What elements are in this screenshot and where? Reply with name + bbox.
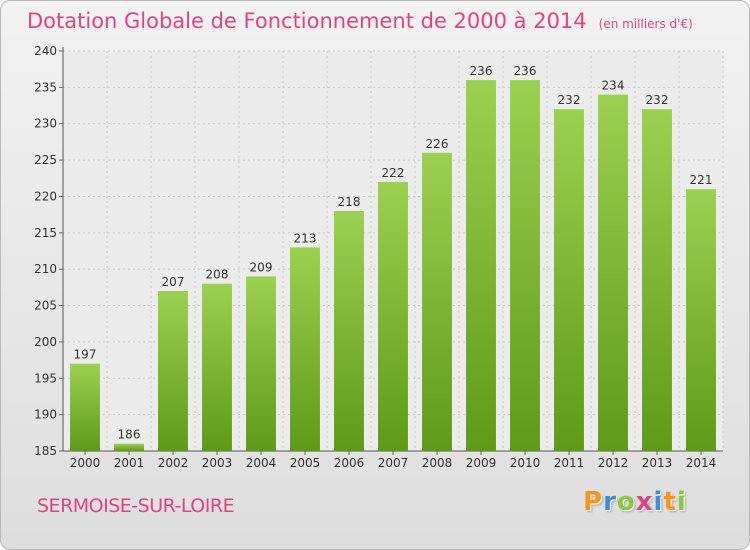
data-label: 218	[338, 195, 361, 209]
bar	[334, 211, 364, 451]
y-tick-label: 240	[34, 44, 57, 58]
data-label: 226	[426, 137, 449, 151]
y-tick-label: 230	[34, 117, 57, 131]
bar	[158, 291, 188, 451]
x-tick-label: 2004	[246, 456, 277, 470]
bar	[466, 80, 496, 451]
bar	[642, 109, 672, 451]
data-label: 236	[470, 64, 493, 78]
data-label: 222	[382, 166, 405, 180]
x-tick-label: 2013	[642, 456, 673, 470]
logo-letter: i	[676, 487, 687, 517]
bar	[202, 283, 232, 451]
x-tick-label: 2006	[334, 456, 365, 470]
data-label: 207	[162, 275, 185, 289]
x-tick-label: 2009	[466, 456, 497, 470]
y-tick-label: 235	[34, 80, 57, 94]
bar	[554, 109, 584, 451]
x-tick-label: 2012	[598, 456, 629, 470]
data-label: 209	[250, 260, 273, 274]
bar	[290, 247, 320, 451]
bar	[114, 443, 144, 451]
data-label: 213	[294, 231, 317, 245]
data-label: 232	[646, 93, 669, 107]
y-tick-label: 200	[34, 335, 57, 349]
y-tick-label: 205	[34, 299, 57, 313]
data-label: 221	[690, 173, 713, 187]
x-tick-label: 2001	[114, 456, 145, 470]
data-label: 197	[74, 348, 97, 362]
data-label: 236	[514, 64, 537, 78]
x-tick-label: 2008	[422, 456, 453, 470]
title-text: Dotation Globale de Fonctionnement de 20…	[27, 9, 587, 33]
logo-letter: o	[616, 487, 636, 517]
x-tick-label: 2000	[70, 456, 101, 470]
chart-title: Dotation Globale de Fonctionnement de 20…	[27, 9, 693, 33]
y-tick-label: 195	[34, 371, 57, 385]
y-tick-label: 225	[34, 153, 57, 167]
logo-letter: r	[603, 487, 617, 517]
x-tick-label: 2010	[510, 456, 541, 470]
data-label: 208	[206, 268, 229, 282]
bar	[70, 363, 100, 451]
city-name: SERMOISE-SUR-LOIRE	[37, 495, 235, 517]
bar	[598, 94, 628, 452]
logo-letter: t	[663, 487, 677, 517]
data-label: 186	[118, 428, 141, 442]
x-tick-label: 2011	[554, 456, 585, 470]
y-tick-label: 185	[34, 444, 57, 458]
x-tick-label: 2003	[202, 456, 233, 470]
x-tick-label: 2007	[378, 456, 409, 470]
y-tick-label: 215	[34, 226, 57, 240]
bar	[422, 152, 452, 451]
bar	[686, 189, 716, 451]
unit-label: (en milliers d'€)	[598, 17, 693, 31]
logo-letter: i	[653, 487, 664, 517]
bar	[378, 181, 408, 451]
x-tick-label: 2002	[158, 456, 189, 470]
y-tick-label: 220	[34, 189, 57, 203]
y-tick-label: 210	[34, 262, 57, 276]
data-label: 232	[558, 93, 581, 107]
data-label: 234	[602, 79, 625, 93]
bar	[510, 80, 540, 451]
x-tick-label: 2005	[290, 456, 321, 470]
logo-letter: x	[635, 487, 654, 517]
logo-letter: P	[583, 487, 604, 517]
bar	[246, 276, 276, 451]
y-tick-label: 190	[34, 408, 57, 422]
x-tick-label: 2014	[686, 456, 717, 470]
proxiti-logo[interactable]: Proxiti	[583, 487, 687, 517]
